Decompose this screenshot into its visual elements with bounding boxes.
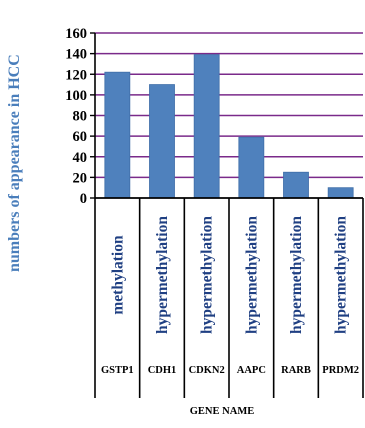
bar — [283, 171, 309, 199]
methylation-status-label: hypermethylation — [199, 216, 216, 334]
y-axis-label-group: numbers of appearance in HCC — [6, 54, 23, 272]
gene-name-label: RARB — [281, 365, 311, 376]
gene-name-label: GSTP1 — [101, 365, 134, 376]
axes — [90, 32, 364, 398]
y-tick-labels: 0 20 40 60 80 100 120 140 160 — [65, 26, 87, 207]
methylation-status-label: methylation — [109, 235, 126, 315]
gridlines — [95, 32, 363, 179]
bar — [104, 71, 131, 199]
y-tick-label: 0 — [80, 191, 87, 207]
x-axis-label-group: GENE NAME — [190, 406, 254, 417]
y-tick-label: 20 — [73, 170, 88, 186]
y-tick-label: 80 — [73, 109, 88, 125]
x-axis-label: GENE NAME — [190, 406, 254, 417]
bar — [238, 136, 265, 199]
y-tick-label: 140 — [65, 47, 87, 63]
y-tick-label: 60 — [73, 129, 88, 145]
bar — [149, 84, 175, 199]
y-tick-label: 120 — [65, 67, 87, 83]
methylation-status-label: hypermethylation — [243, 216, 260, 334]
y-axis-label: numbers of appearance in HCC — [6, 54, 23, 272]
gene-name-labels: GSTP1 CDH1 CDKN2 AAPC RARB PRDM2 — [101, 365, 359, 376]
gene-name-label: PRDM2 — [322, 365, 359, 376]
methylation-status-label: hypermethylation — [333, 216, 350, 334]
bars — [104, 54, 354, 199]
bar — [193, 54, 220, 199]
gene-name-label: AAPC — [237, 365, 266, 376]
y-tick-label: 100 — [65, 88, 87, 104]
methylation-status-label: hypermethylation — [154, 216, 171, 334]
gene-name-label: CDKN2 — [189, 365, 225, 376]
gene-name-label: CDH1 — [148, 365, 177, 376]
bar — [327, 187, 354, 199]
methylation-status-labels: methylation hypermethylation hypermethylat… — [109, 216, 349, 334]
y-tick-label: 40 — [73, 150, 88, 166]
methylation-status-label: hypermethylation — [288, 216, 305, 334]
y-tick-label: 160 — [65, 26, 87, 42]
